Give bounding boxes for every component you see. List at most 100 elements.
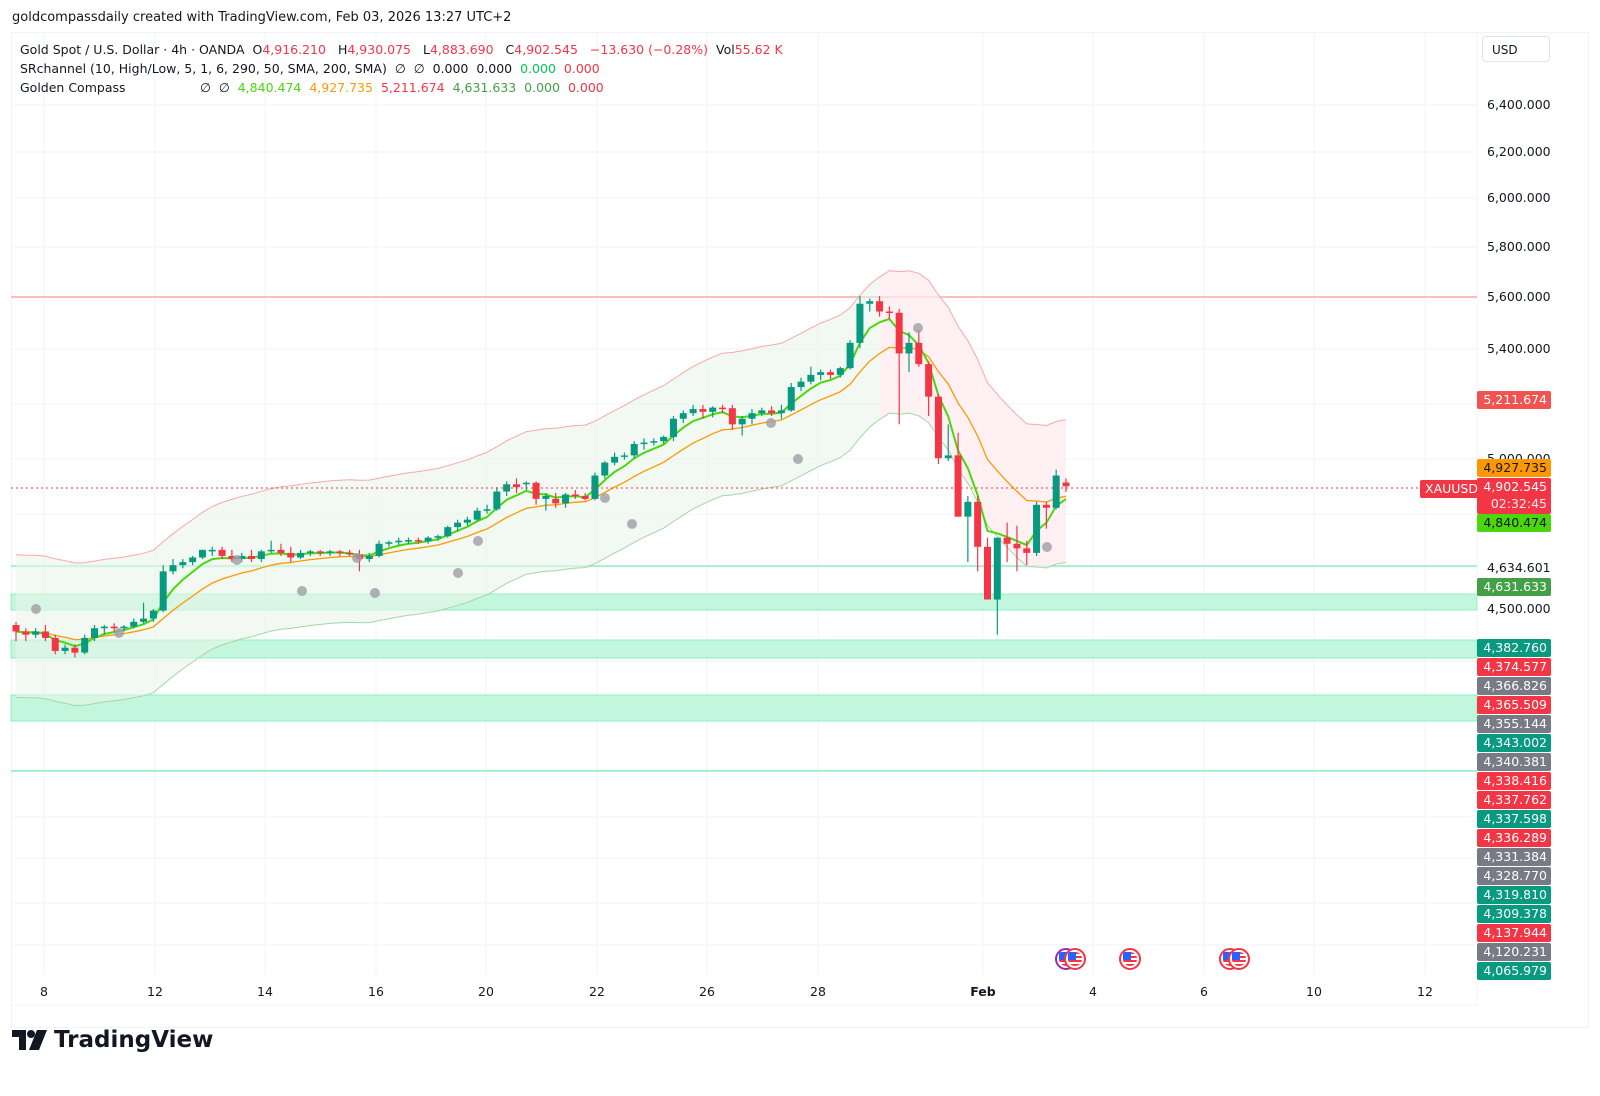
signal-dot — [913, 323, 923, 333]
candle-body — [630, 444, 638, 456]
signal-dot — [453, 568, 463, 578]
candle-body — [925, 364, 933, 397]
candle-body — [189, 557, 197, 563]
candle-body — [689, 409, 697, 414]
candle-body — [414, 540, 422, 542]
candle-body — [954, 455, 962, 517]
low-value: 4,883.690 — [429, 42, 494, 57]
price-tag: 4,840.474 — [1477, 514, 1551, 532]
candle-body — [679, 413, 687, 419]
candle-body — [149, 610, 157, 619]
signal-dot — [1042, 542, 1052, 552]
symbol-price-tag: XAUUSD — [1420, 480, 1483, 498]
candle-body — [620, 455, 628, 457]
time-tick: 10 — [1306, 984, 1322, 999]
us-economic-event-icon[interactable] — [1064, 948, 1086, 970]
candle-body — [463, 519, 471, 523]
candle-body — [316, 551, 324, 553]
price-tag: 4,355.144 — [1477, 715, 1551, 733]
candle-body — [581, 495, 589, 499]
price-tick: 5,600.000 — [1487, 289, 1551, 304]
chart-frame[interactable] — [11, 32, 1589, 1028]
candle-body — [895, 312, 903, 354]
candle-body — [768, 410, 776, 414]
us-economic-event-icon[interactable] — [1228, 948, 1250, 970]
time-tick: 4 — [1089, 984, 1097, 999]
candle-body — [218, 549, 226, 556]
candle-body — [846, 342, 854, 369]
candle-body — [650, 441, 658, 443]
signal-dot — [627, 519, 637, 529]
high-label: H — [337, 42, 348, 57]
golden-compass-title[interactable]: Golden Compass — [20, 80, 126, 95]
candle-body — [169, 565, 177, 572]
candle-body — [993, 537, 1001, 600]
candle-body — [22, 631, 30, 635]
candle-body — [179, 562, 187, 566]
candle-body — [709, 407, 717, 412]
candle-body — [238, 555, 246, 560]
time-tick: 6 — [1200, 984, 1208, 999]
candle-body — [748, 413, 756, 419]
lower-band-line — [15, 412, 1067, 707]
candle-body — [385, 542, 393, 544]
legend-srchannel-row[interactable]: SRchannel (10, High/Low, 5, 1, 6, 290, 5… — [20, 59, 791, 78]
candle-body — [395, 540, 403, 543]
candle-body — [562, 494, 570, 504]
price-tag: 4,065.979 — [1477, 962, 1551, 980]
candle-body — [934, 396, 942, 459]
price-tag: 4,902.545 02:32:45 — [1477, 478, 1551, 514]
srchannel-value: ∅ — [413, 61, 425, 76]
candle-body — [669, 418, 677, 437]
candle-body — [434, 536, 442, 538]
signal-dot — [297, 586, 307, 596]
signal-dot — [473, 536, 483, 546]
time-tick: 12 — [147, 984, 163, 999]
candle-body — [512, 484, 520, 488]
low-label: L — [422, 42, 430, 57]
signal-dot — [370, 588, 380, 598]
us-economic-event-icon[interactable] — [1119, 948, 1141, 970]
signal-dot — [114, 628, 124, 638]
candle-body — [12, 625, 20, 632]
legend-symbol-row[interactable]: Gold Spot / U.S. Dollar · 4h · OANDA O4,… — [20, 40, 791, 59]
tradingview-logo[interactable]: TradingView — [12, 1027, 213, 1053]
time-tick: 28 — [810, 984, 826, 999]
time-tick: 12 — [1417, 984, 1433, 999]
golden-upper-value: 5,211.674 — [380, 80, 445, 95]
open-value: 4,916.210 — [262, 42, 326, 57]
legend-golden-compass-row[interactable]: Golden Compass ∅ ∅ 4,840.474 4,927.735 5… — [20, 78, 791, 97]
signal-dot — [352, 553, 362, 563]
candle-body — [983, 546, 991, 600]
price-tag: 4,336.289 — [1477, 829, 1551, 847]
candle-body — [974, 501, 982, 547]
volume-label: Vol — [716, 42, 735, 57]
price-tag: 4,337.598 — [1477, 810, 1551, 828]
candle-body — [532, 482, 540, 499]
time-tick: 22 — [589, 984, 605, 999]
golden-slow-value: 4,927.735 — [309, 80, 373, 95]
srchannel-title[interactable]: SRchannel (10, High/Low, 5, 1, 6, 290, 5… — [20, 61, 387, 76]
candle-body — [297, 552, 305, 558]
price-tag: 4,927.735 — [1477, 459, 1551, 477]
srchannel-value: 0.000 — [520, 61, 556, 76]
time-tick: 16 — [368, 984, 384, 999]
candle-body — [81, 637, 89, 653]
price-tag: 4,309.378 — [1477, 905, 1551, 923]
candle-body — [71, 647, 79, 653]
candle-body — [444, 527, 452, 537]
candle-body — [905, 342, 913, 354]
symbol-title[interactable]: Gold Spot / U.S. Dollar · 4h · OANDA — [20, 42, 245, 57]
currency-button[interactable]: USD — [1482, 36, 1550, 62]
candle-body — [473, 510, 481, 520]
candle-body — [826, 372, 834, 375]
price-tag: 4,137.944 — [1477, 924, 1551, 942]
high-value: 4,930.075 — [347, 42, 411, 57]
candle-body — [836, 368, 844, 375]
tradingview-logo-text: TradingView — [54, 1027, 214, 1053]
candle-body — [405, 540, 413, 542]
time-tick: 14 — [257, 984, 273, 999]
golden-value: ∅ — [199, 80, 211, 95]
candle-body — [198, 549, 206, 558]
